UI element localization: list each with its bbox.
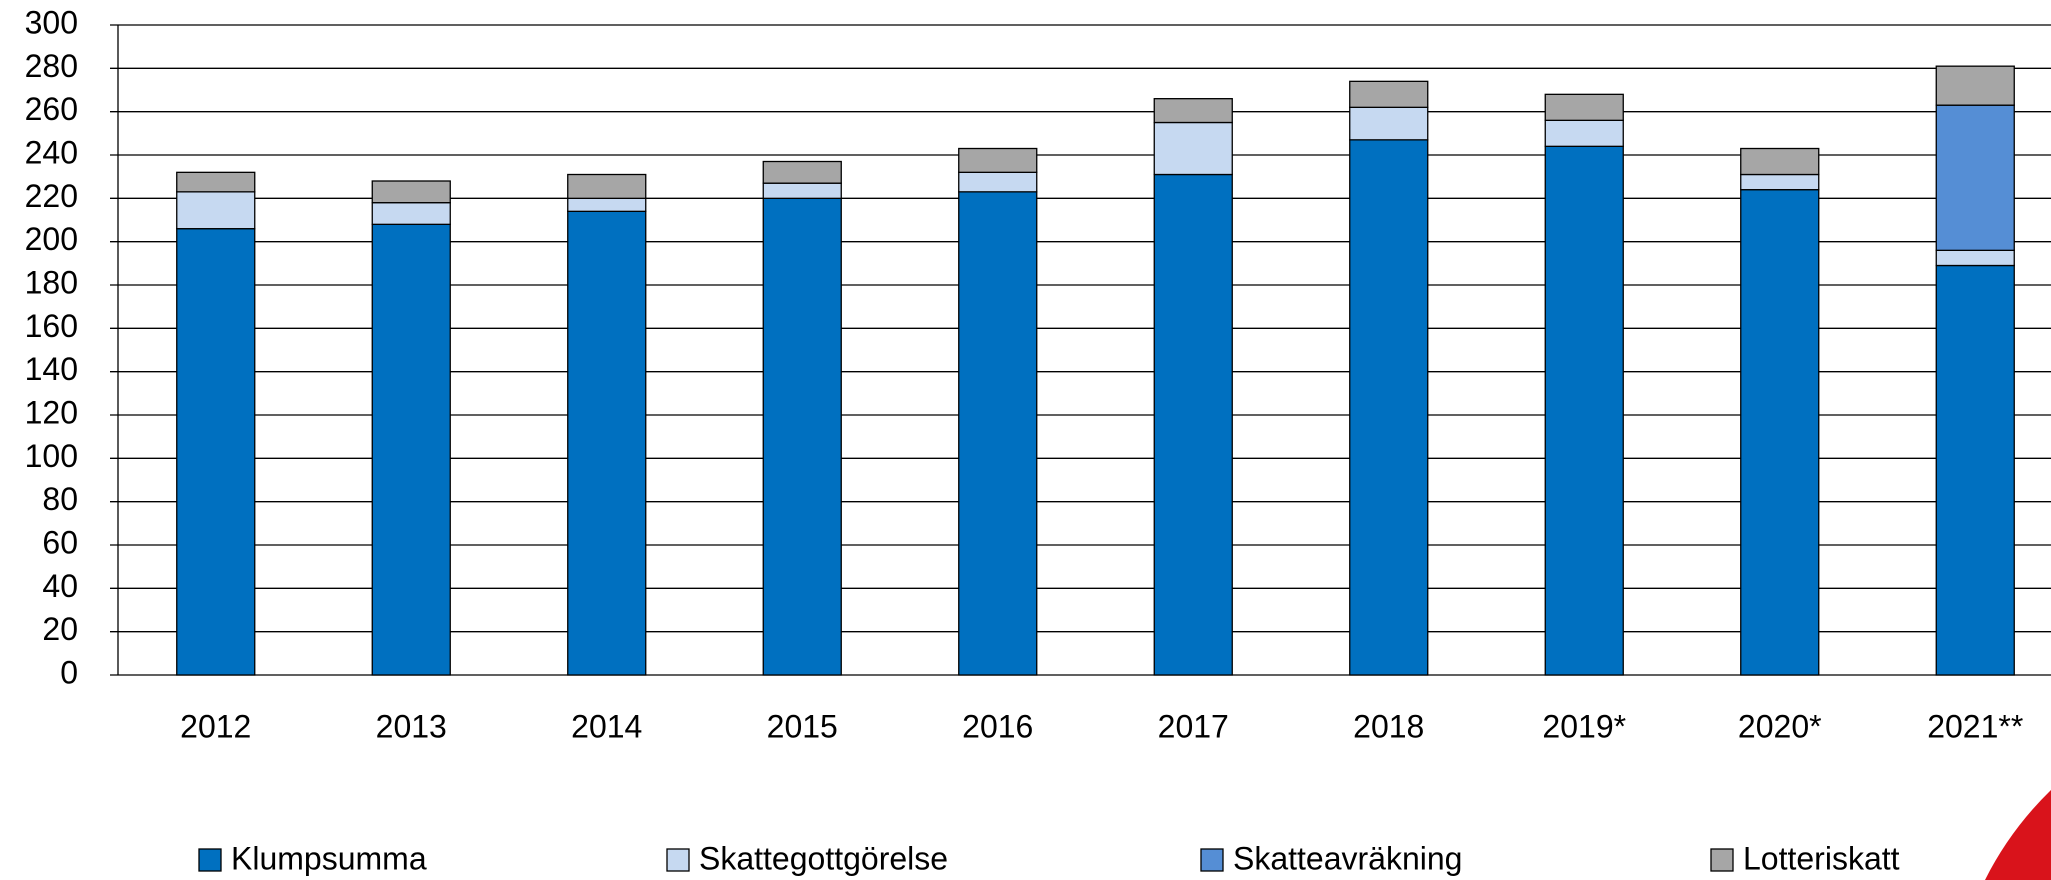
x-tick-label: 2015 bbox=[767, 708, 838, 744]
bar-segment bbox=[1935, 264, 2015, 676]
bar-segment bbox=[762, 160, 842, 184]
x-tick-label: 2020* bbox=[1738, 708, 1822, 744]
bar-segment bbox=[1544, 93, 1624, 121]
y-tick-label: 200 bbox=[25, 221, 78, 257]
y-tick-label: 60 bbox=[42, 524, 78, 560]
bar-segment bbox=[1935, 104, 2015, 251]
x-tick-label: 2019* bbox=[1542, 708, 1626, 744]
bar-segment bbox=[958, 191, 1038, 676]
bar-segment bbox=[1153, 173, 1233, 676]
legend-swatch bbox=[198, 848, 222, 872]
bar-segment bbox=[958, 147, 1038, 173]
legend-label: Klumpsumma bbox=[231, 840, 427, 876]
y-tick-label: 80 bbox=[42, 481, 78, 517]
bar-segment bbox=[762, 182, 842, 199]
x-tick-label: 2021** bbox=[1927, 708, 2023, 744]
x-tick-label: 2018 bbox=[1353, 708, 1424, 744]
y-tick-label: 260 bbox=[25, 91, 78, 127]
legend-label: Lotteriskatt bbox=[1743, 840, 1900, 876]
bar-segment bbox=[176, 228, 256, 676]
y-tick-label: 100 bbox=[25, 438, 78, 474]
bar-segment bbox=[1544, 145, 1624, 676]
bar-segment bbox=[371, 223, 451, 676]
y-tick-label: 240 bbox=[25, 134, 78, 170]
y-tick-label: 160 bbox=[25, 308, 78, 344]
bar-segment bbox=[371, 180, 451, 204]
bar-segment bbox=[1349, 80, 1429, 108]
bar-segment bbox=[1740, 189, 1820, 676]
bar-segment bbox=[567, 173, 647, 199]
bar-segment bbox=[1740, 173, 1820, 191]
y-tick-label: 280 bbox=[25, 48, 78, 84]
bar-segment bbox=[958, 171, 1038, 193]
legend-swatch bbox=[1200, 848, 1224, 872]
legend-label: Skatteavräkning bbox=[1233, 840, 1462, 876]
y-tick-label: 0 bbox=[60, 654, 78, 690]
y-tick-label: 300 bbox=[25, 4, 78, 40]
y-tick-label: 180 bbox=[25, 264, 78, 300]
legend-swatch bbox=[666, 848, 690, 872]
bar-segment bbox=[1153, 98, 1233, 124]
y-tick-label: 40 bbox=[42, 568, 78, 604]
bar-segment bbox=[1153, 121, 1233, 176]
legend-label: Skattegottgörelse bbox=[699, 840, 948, 876]
x-tick-label: 2013 bbox=[376, 708, 447, 744]
x-tick-label: 2016 bbox=[962, 708, 1033, 744]
bar-segment bbox=[567, 197, 647, 212]
bar-segment bbox=[1740, 147, 1820, 176]
x-tick-label: 2014 bbox=[571, 708, 642, 744]
x-tick-label: 2017 bbox=[1158, 708, 1229, 744]
bar-segment bbox=[1935, 65, 2015, 106]
y-tick-label: 120 bbox=[25, 394, 78, 430]
bar-segment bbox=[176, 171, 256, 193]
y-tick-label: 140 bbox=[25, 351, 78, 387]
decoration bbox=[1985, 790, 2051, 880]
bar-segment bbox=[176, 191, 256, 230]
y-tick-label: 20 bbox=[42, 611, 78, 647]
y-tick-label: 220 bbox=[25, 178, 78, 214]
bar-segment bbox=[1349, 106, 1429, 141]
legend-swatch bbox=[1710, 848, 1734, 872]
bar-segment bbox=[371, 202, 451, 225]
bar-segment bbox=[762, 197, 842, 676]
x-tick-label: 2012 bbox=[180, 708, 251, 744]
bar-segment bbox=[567, 210, 647, 676]
bar-segment bbox=[1349, 139, 1429, 676]
bar-segment bbox=[1544, 119, 1624, 147]
bar-segment bbox=[1935, 249, 2015, 267]
